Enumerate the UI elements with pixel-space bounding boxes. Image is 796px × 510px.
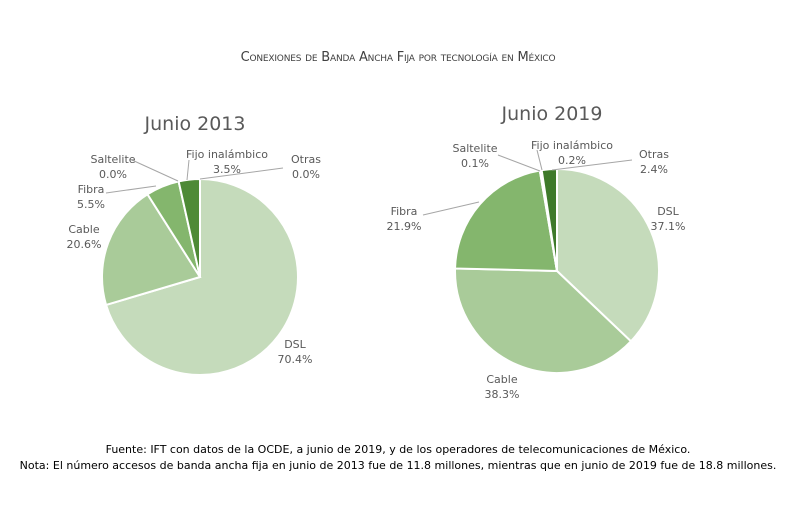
leader-line xyxy=(186,159,190,181)
leader-line xyxy=(199,167,284,180)
leader-line xyxy=(551,159,633,171)
leader-line xyxy=(105,185,157,194)
data-label: Fibra 5.5% xyxy=(77,183,105,211)
pie-title: Junio 2019 xyxy=(501,103,603,125)
leader-line xyxy=(422,201,480,216)
footer-note: Nota: El número accesos de banda ancha f… xyxy=(19,459,777,472)
chart-title: Conexiones de Banda Ancha Fija por tecno… xyxy=(240,50,556,65)
data-label: Fijo inalámbico 0.2% xyxy=(531,139,613,167)
pie-chart-1: Junio 2013 DSL 70.4% Cable 20.6% Fibra 5.5%Sal… xyxy=(67,113,321,376)
data-label: Otras 0.0% xyxy=(291,153,321,181)
pie-title: Junio 2013 xyxy=(144,113,246,135)
leader-line xyxy=(497,154,541,172)
pie-slice-dsl xyxy=(556,167,660,343)
data-label: Fibra 21.9% xyxy=(387,205,422,233)
data-label: Saltelite 0.1% xyxy=(452,142,497,170)
pie-slice-dsl xyxy=(104,177,299,376)
pie-slice-cable xyxy=(454,267,633,374)
data-label: Saltelite 0.0% xyxy=(90,153,135,181)
pie-chart-2: Junio 2019 DSL 37.1% Cable 38.3% Fibra 21.9% Sa… xyxy=(387,103,686,401)
data-label: DSL 37.1% xyxy=(651,205,686,233)
footer-source: Fuente: IFT con datos de la OCDE, a juni… xyxy=(105,443,691,456)
pie-slice-cable xyxy=(101,192,202,307)
pie-slice-fibra xyxy=(454,169,559,273)
data-label: Cable 38.3% xyxy=(485,373,520,401)
data-label: Fijo inalámbico 3.5% xyxy=(186,148,268,176)
data-label: Cable 20.6% xyxy=(67,223,102,251)
data-label: Otras 2.4% xyxy=(639,148,669,176)
data-label: DSL 70.4% xyxy=(278,338,313,366)
pie-slice-fijo-inal-mbico xyxy=(177,177,201,278)
leader-line xyxy=(536,149,543,171)
leader-line xyxy=(131,159,179,182)
